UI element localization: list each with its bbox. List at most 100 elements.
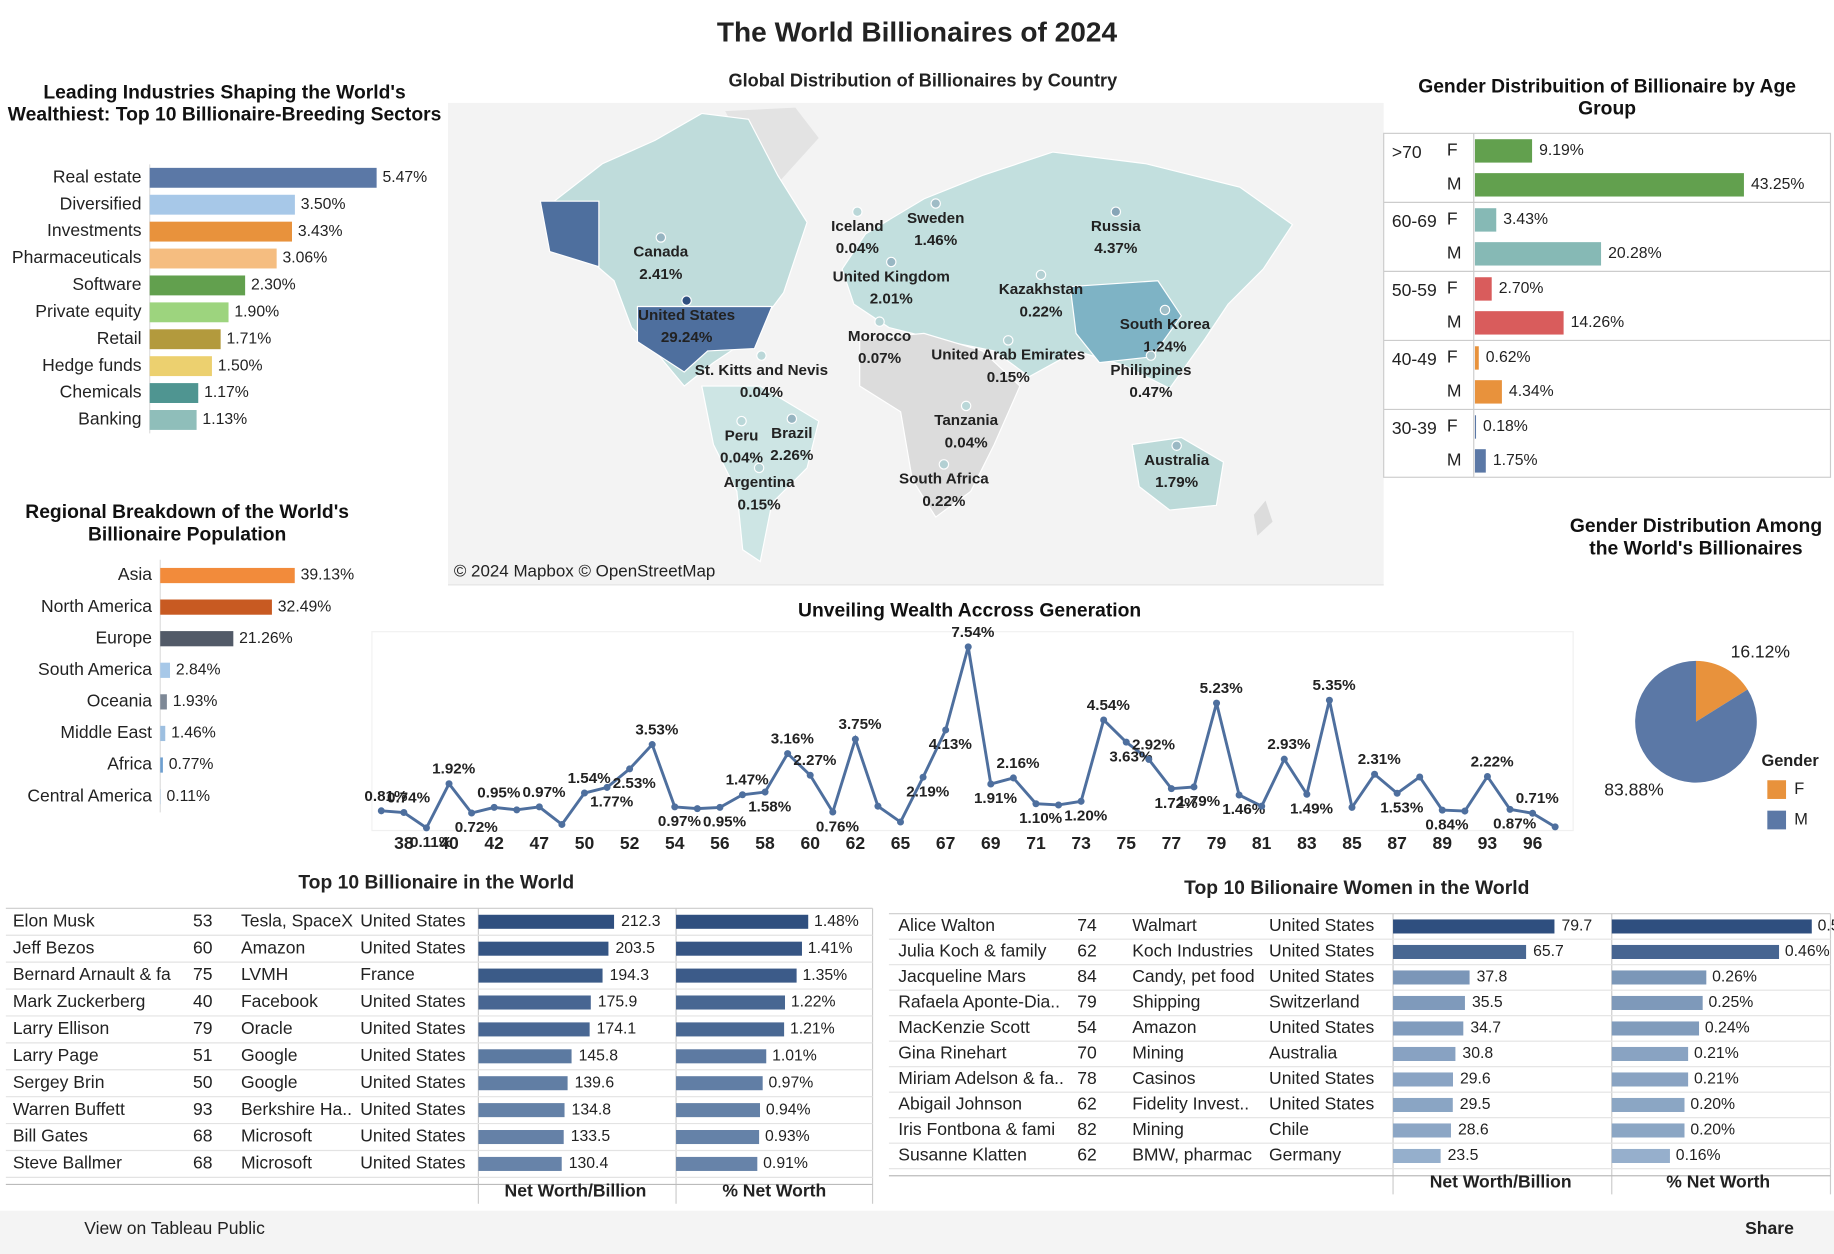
country-marker [852,206,863,217]
data-point [1348,803,1356,811]
category-label: Diversified [60,193,142,213]
data-point [761,788,769,796]
table-cell: Elon Musk [13,910,95,930]
bar [149,221,292,242]
table-cell: United States [360,1045,465,1065]
value-label: 3.75% [838,716,882,733]
bar [160,757,163,773]
value-label: 1.17% [204,384,249,401]
value-label: 3.43% [298,223,343,240]
value-label: 3.63% [1109,748,1153,765]
legend-swatch [1767,810,1787,830]
table-cell: Fidelity Invest.. [1132,1094,1249,1114]
table-cell: Candy, pet food [1132,966,1254,986]
net-worth-bar [1393,944,1527,959]
data-point [851,735,859,743]
value-label: 0.62% [1486,349,1531,366]
bar [1474,173,1744,197]
value-label: 0.74% [387,789,431,806]
table-cell: Microsoft [241,1153,312,1173]
x-tick-label: 58 [755,833,775,853]
share-button[interactable]: Share [1745,1218,1794,1238]
value-label: 4.54% [1087,697,1131,714]
data-point [1100,716,1108,724]
series-label: M [1447,242,1462,262]
table-cell: Miriam Adelson & fa.. [898,1068,1064,1088]
net-worth-label: 212.3 [621,913,661,930]
country-value: 2.26% [770,447,814,464]
table-cell: United States [360,1072,465,1092]
table-cell: United States [360,1126,465,1146]
bar [160,662,171,678]
value-label: 0.84% [1425,816,1469,833]
value-label: 2.93% [1267,736,1311,753]
data-point [535,803,543,811]
value-label: 20.28% [1608,245,1662,262]
table-cell: 40 [193,991,213,1011]
table-cell: 51 [193,1045,213,1065]
country-marker [1159,304,1171,316]
pct-label: 0.20% [1690,1096,1735,1113]
value-label: 1.49% [1290,800,1334,817]
country-value: 2.41% [639,266,683,283]
data-point [1122,738,1130,746]
pct-bar [676,1130,760,1145]
data-point [784,750,792,758]
legend-label: F [1794,780,1804,798]
table-cell: United States [1269,1094,1374,1114]
table-cell: United States [1269,1068,1374,1088]
legend-label: M [1794,810,1808,828]
pct-bar [1611,970,1707,985]
table-cell: Steve Ballmer [13,1153,122,1173]
bar [149,356,212,377]
net-worth-label: 139.6 [575,1074,615,1091]
value-label: 1.90% [234,304,279,321]
net-worth-label: 194.3 [610,967,650,984]
category-label: Software [72,274,141,294]
country-marker [736,415,747,427]
group-label: 50-59 [1392,280,1437,300]
value-label: 4.34% [1509,383,1554,400]
country-name: Argentina [724,474,795,491]
country-value: 0.04% [945,434,989,451]
country-name: Tanzania [934,412,998,429]
footer-link[interactable]: View on Tableau Public [84,1218,265,1238]
value-label: 1.79% [1177,793,1221,810]
bar [160,631,234,647]
value-label: 2.70% [1499,280,1544,297]
table-cell: 93 [193,1099,213,1119]
country-name: Canada [633,244,688,261]
country-marker [886,256,897,268]
value-label: 2.92% [1132,736,1176,753]
value-label: 1.71% [226,330,271,347]
pct-bar [1611,1148,1670,1163]
pct-bar [1611,1046,1689,1061]
value-label: 0.72% [455,819,499,836]
pie-slice [1635,660,1757,783]
net-worth-label: 130.4 [569,1155,609,1172]
category-label: South America [38,659,152,679]
table-cell: Abigail Johnson [898,1094,1022,1114]
table-cell: 68 [193,1126,213,1146]
value-label: 1.72% [1155,795,1199,812]
net-worth-label: 203.5 [615,940,655,957]
data-point [1145,755,1153,763]
table-cell: 50 [193,1072,213,1092]
bar [1474,380,1502,404]
value-label: 1.92% [432,761,476,778]
pct-label: 0.21% [1694,1045,1739,1062]
value-label: 1.53% [1380,799,1424,816]
x-tick-label: 52 [620,833,640,853]
pct-bar [1611,1097,1685,1112]
bar [1474,208,1497,232]
table-cell: Susanne Klatten [898,1145,1027,1165]
value-label: 1.75% [1493,452,1538,469]
value-label: 39.13% [301,567,355,584]
table-cell: United States [1269,915,1374,935]
country-name: United States [638,307,735,324]
data-point [400,809,408,817]
country-name: United Kingdom [833,268,950,285]
bar [149,410,197,430]
table-cell: United States [360,910,465,930]
value-label: 0.71% [1516,790,1560,807]
